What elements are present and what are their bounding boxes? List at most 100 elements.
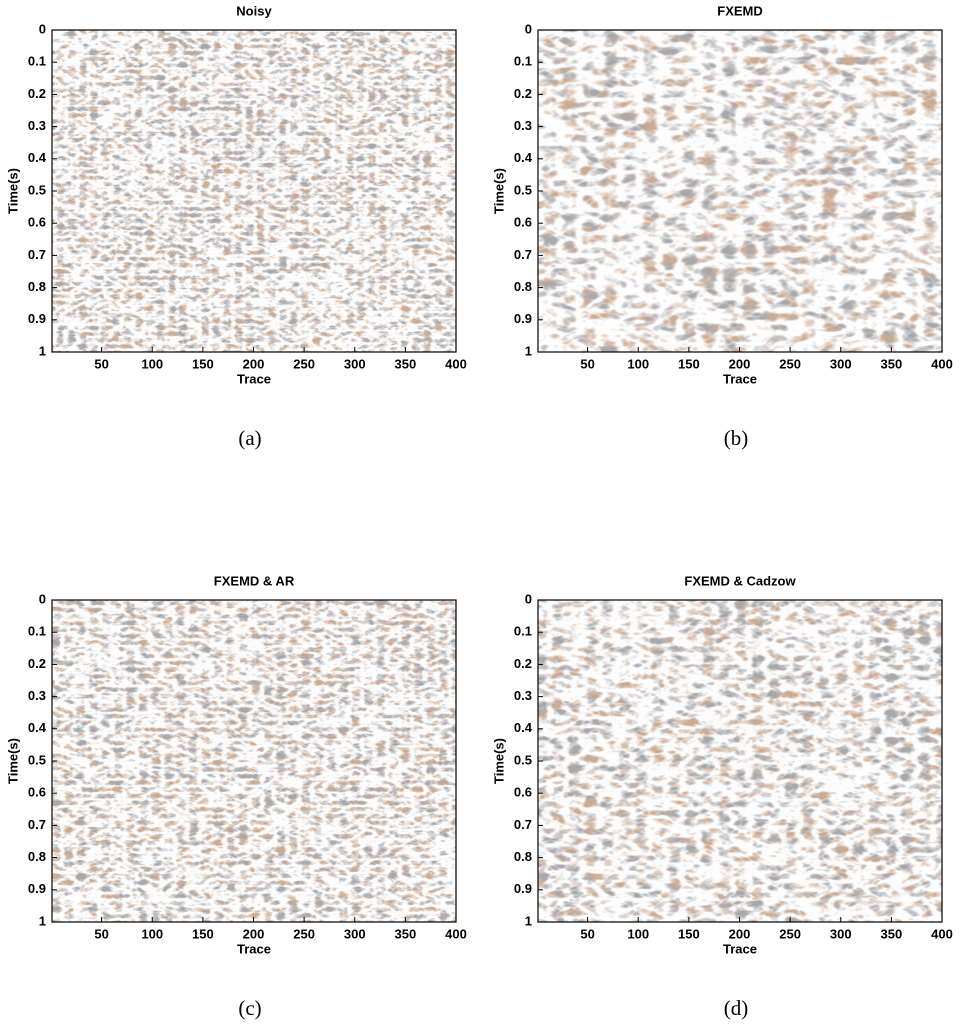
seismic-image (538, 600, 942, 922)
y-tick-label: 0.9 (514, 311, 532, 326)
panel-title: Noisy (236, 3, 272, 18)
x-tick-label: 350 (881, 356, 903, 371)
noise-texture (538, 600, 942, 922)
seismic-event (538, 109, 780, 223)
panel-caption: (c) (238, 996, 261, 1020)
y-tick-label: 0.1 (514, 624, 532, 639)
y-tick-label: 0.2 (514, 656, 532, 671)
seismic-event (234, 729, 327, 858)
y-tick-label: 0.6 (514, 215, 532, 230)
x-tick-label: 200 (729, 356, 751, 371)
seismic-event (853, 217, 942, 294)
y-tick-label: 0.3 (514, 688, 532, 703)
y-tick-label: 0.4 (514, 150, 533, 165)
y-tick-label: 0.7 (28, 817, 46, 832)
x-tick-label: 300 (830, 926, 852, 941)
y-tick-label: 0.4 (514, 720, 533, 735)
y-tick-label: 1 (525, 913, 532, 928)
seismic-event (538, 679, 780, 793)
x-tick-label: 400 (931, 926, 953, 941)
x-tick-label: 400 (931, 356, 953, 371)
y-tick-label: 0.7 (514, 817, 532, 832)
x-tick-label: 350 (395, 356, 417, 371)
x-tick-label: 200 (729, 926, 751, 941)
y-tick-label: 0.4 (28, 150, 47, 165)
x-tick-label: 250 (293, 356, 315, 371)
y-tick-label: 0 (525, 21, 532, 36)
seismic-event (659, 761, 788, 890)
x-tick-label: 100 (141, 926, 163, 941)
y-tick-label: 0.4 (28, 720, 47, 735)
y-axis-label: Time(s) (491, 168, 506, 214)
seismic-event (52, 616, 254, 636)
seismic-event (760, 51, 901, 101)
y-tick-label: 1 (525, 343, 532, 358)
seismic-event (274, 51, 415, 101)
y-tick-label: 0.5 (514, 182, 532, 197)
y-tick-label: 0.9 (28, 311, 46, 326)
seismic-event (659, 191, 788, 320)
seismic-event (234, 159, 327, 288)
y-axis-label: Time(s) (5, 738, 20, 784)
x-tick-label: 100 (627, 926, 649, 941)
seismic-image (52, 30, 456, 352)
y-tick-label: 0.5 (28, 182, 46, 197)
x-tick-label: 50 (94, 926, 108, 941)
y-tick-label: 0.5 (514, 752, 532, 767)
y-tick-label: 0.2 (28, 656, 46, 671)
noise-texture (52, 30, 456, 352)
y-axis-label: Time(s) (491, 738, 506, 784)
noise-texture (52, 600, 456, 922)
seismic-image (52, 600, 456, 922)
x-tick-label: 150 (192, 356, 214, 371)
x-axis-label: Trace (237, 371, 271, 386)
x-tick-label: 50 (94, 356, 108, 371)
y-tick-label: 0.1 (28, 624, 46, 639)
y-tick-label: 0.1 (514, 54, 532, 69)
seismic-event (853, 787, 942, 864)
seismic-event (173, 761, 302, 890)
x-tick-label: 100 (141, 356, 163, 371)
x-tick-label: 200 (243, 356, 265, 371)
y-tick-label: 0.3 (514, 118, 532, 133)
y-tick-label: 0 (525, 591, 532, 606)
panel-title: FXEMD (717, 3, 763, 18)
seismic-event (367, 787, 456, 864)
y-tick-label: 0.3 (28, 118, 46, 133)
y-tick-label: 0.8 (28, 849, 46, 864)
y-tick-label: 0.6 (28, 785, 46, 800)
seismic-event (173, 191, 302, 320)
events (52, 36, 456, 319)
seismic-event (52, 46, 254, 66)
y-tick-label: 0 (39, 21, 46, 36)
y-tick-label: 0.6 (514, 785, 532, 800)
y-tick-label: 0.1 (28, 54, 46, 69)
seismic-event (294, 68, 448, 120)
panel-caption: (a) (238, 426, 261, 450)
seismic-event (760, 621, 901, 671)
x-tick-label: 50 (580, 356, 594, 371)
panel-caption: (d) (724, 996, 749, 1020)
x-tick-label: 250 (779, 356, 801, 371)
seismic-event (720, 159, 813, 288)
x-tick-label: 250 (779, 926, 801, 941)
noise-texture (538, 30, 942, 352)
seismic-event (274, 621, 415, 671)
seismic-event (780, 638, 934, 690)
x-tick-label: 400 (445, 926, 467, 941)
panel-title: FXEMD & AR (214, 573, 295, 588)
y-tick-label: 0.9 (28, 881, 46, 896)
x-axis-label: Trace (237, 941, 271, 956)
seismic-event (72, 712, 335, 874)
y-tick-label: 0.9 (514, 881, 532, 896)
x-tick-label: 150 (192, 926, 214, 941)
panel-title: FXEMD & Cadzow (684, 573, 796, 588)
seismic-event (72, 142, 335, 304)
seismic-event (720, 729, 813, 858)
x-tick-label: 250 (293, 926, 315, 941)
seismic-event (294, 638, 448, 690)
y-tick-label: 0.7 (514, 247, 532, 262)
seismic-event (558, 142, 821, 304)
